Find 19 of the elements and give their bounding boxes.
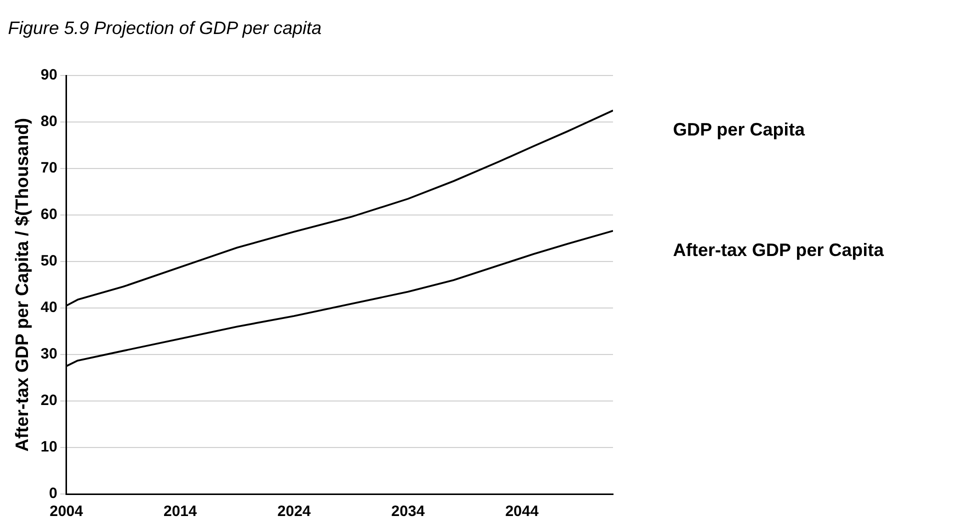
y-tick-label: 70 xyxy=(40,160,58,177)
x-tick-label: 2024 xyxy=(277,503,312,520)
y-tick-label: 0 xyxy=(48,485,58,502)
y-tick-label: 10 xyxy=(40,438,58,456)
text: After-tax GDP per Capita xyxy=(673,240,885,260)
y-tick-label: 80 xyxy=(40,113,58,130)
y-tick-label: 60 xyxy=(40,206,58,224)
y-tick-label: 40 xyxy=(40,299,58,316)
y-tick-label: 30 xyxy=(40,346,58,363)
x-tick-label: 2014 xyxy=(163,503,198,520)
x-tick-label: 2004 xyxy=(50,503,84,520)
x-tick-label: 2034 xyxy=(391,503,426,520)
text: GDP per Capita xyxy=(673,119,806,140)
y-tick-label: 90 xyxy=(40,66,58,84)
chart-title: Figure 5.9 Projection of GDP per capita xyxy=(8,18,322,38)
y-axis-title: After-tax GDP per Capita / $(Thousand) xyxy=(12,118,32,452)
x-tick-label: 2044 xyxy=(505,503,540,520)
y-tick-label: 20 xyxy=(40,392,58,410)
y-tick-label: 50 xyxy=(40,252,58,270)
